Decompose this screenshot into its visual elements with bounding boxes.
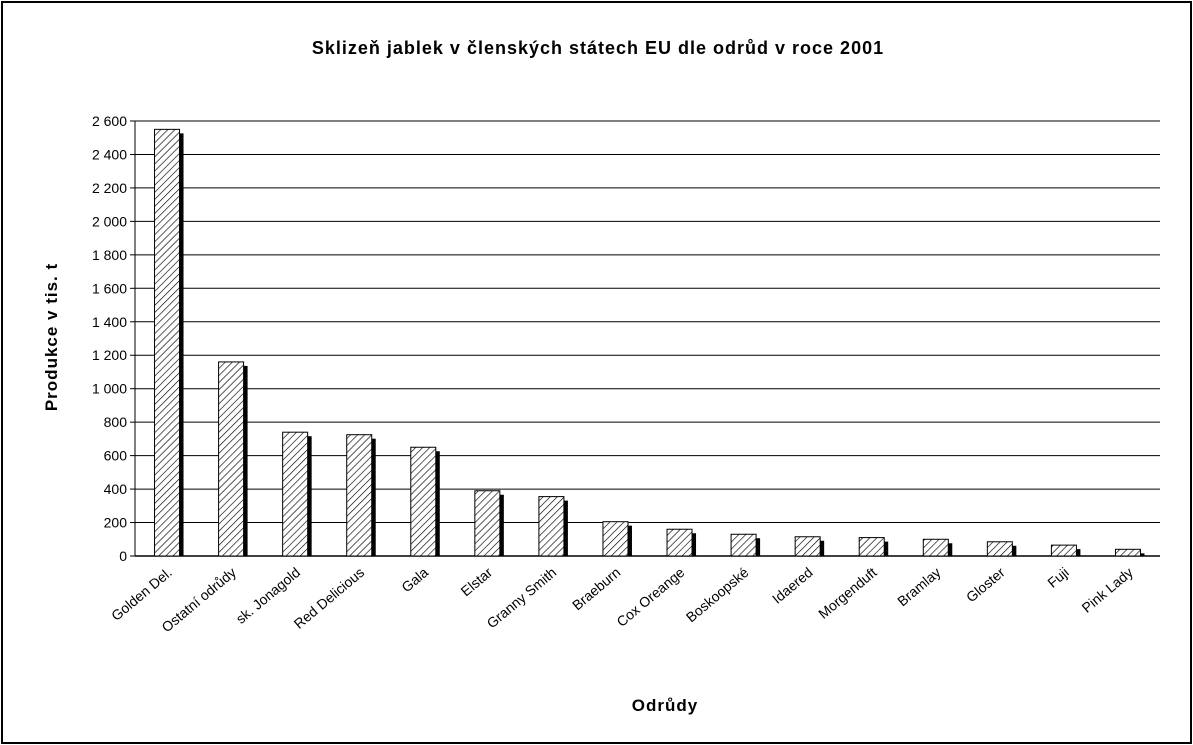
bar [858,537,885,557]
x-tick-label: Fuji [1044,564,1072,591]
y-tick-label: 1 600 [92,280,127,296]
chart-title: Sklizeň jablek v členských státech EU dl… [312,38,884,58]
bar [986,541,1013,557]
x-tick-label: Morgenduft [815,564,880,622]
x-tick-label: Cox Oreange [613,564,687,630]
y-tick-label: 1 200 [92,347,127,363]
x-tick-label: Elstar [458,564,496,599]
x-tick-label: Braeburn [569,564,623,613]
bars [154,128,1145,557]
x-tick-label: Gloster [963,564,1008,605]
y-tick-label: 1 800 [92,247,127,263]
bar [346,434,373,557]
x-tick-label: Boskoopské [683,564,752,625]
bar [154,128,181,557]
y-tick-label: 600 [104,448,128,464]
y-tick-labels: 0 200 400 600 800 1 000 1 200 1 400 1 600 1 800 2 … [92,113,127,564]
y-tick-label: 2 200 [92,180,127,196]
y-tick-label: 2 600 [92,113,127,129]
bar [1114,548,1141,557]
y-tick-label: 200 [104,515,128,531]
bar [282,431,309,557]
y-tick-label: 1 000 [92,381,127,397]
bar [602,521,629,557]
x-axis-title: Odrůdy [632,696,698,715]
y-tick-label: 1 400 [92,314,127,330]
y-tick-label: 2 400 [92,146,127,162]
x-tick-label: Granny Smith [483,564,559,631]
y-tick-label: 800 [104,414,128,430]
bar [666,528,693,557]
y-tick-label: 400 [104,481,128,497]
bar [730,533,757,557]
x-tick-label: Bramlay [894,564,944,609]
y-axis-title: Produkce v tis. t [42,263,61,411]
x-tick-label: Red Delicious [291,564,367,632]
x-tick-label: Pink Lady [1079,564,1136,616]
bar [922,538,949,557]
x-tick-label: Gala [398,564,431,595]
x-tick-label: Idaered [769,564,816,607]
bar [474,490,501,557]
bar [1050,544,1077,557]
bar [538,496,565,557]
y-tick-label: 0 [119,548,127,564]
y-tick-label: 2 000 [92,213,127,229]
bar [218,361,245,557]
bar [794,536,821,557]
x-tick-label: Golden Del. [108,564,175,624]
bar [410,446,437,557]
